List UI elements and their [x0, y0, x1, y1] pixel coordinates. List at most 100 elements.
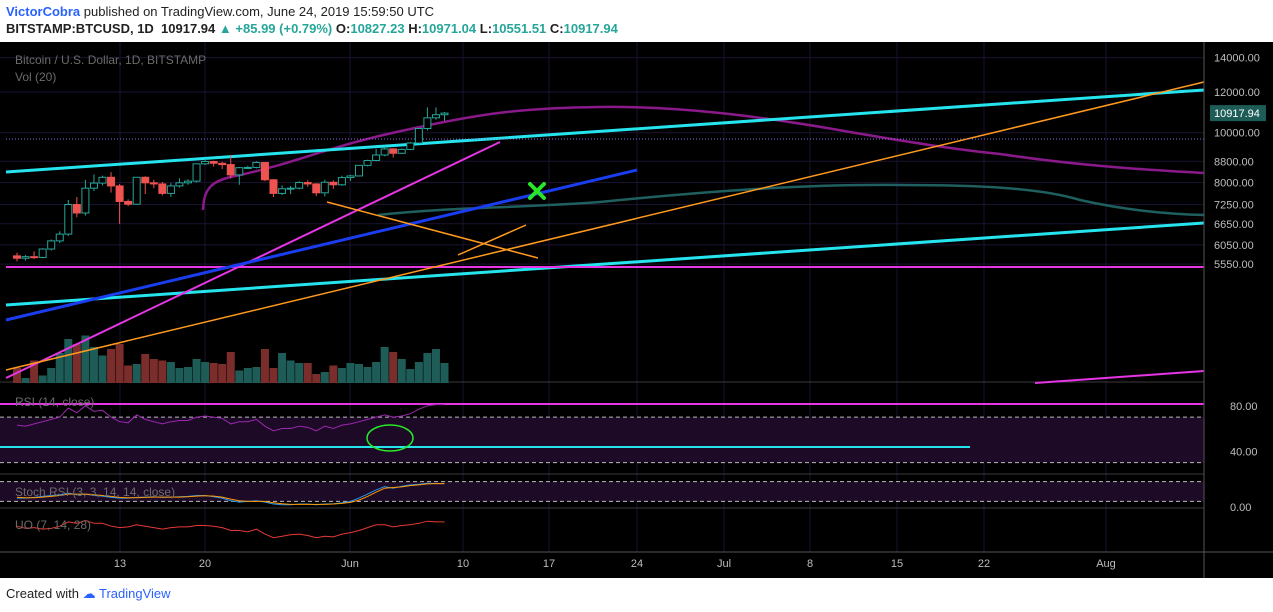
volume-bar: [98, 355, 107, 383]
volume-bar: [329, 365, 338, 383]
time-axis-label: 22: [978, 558, 990, 570]
candle-body: [303, 182, 312, 185]
open-value: 10827.23: [350, 21, 405, 36]
volume-bar: [166, 362, 175, 383]
candle-body: [30, 256, 39, 259]
uo-pane: [16, 519, 445, 539]
volume-bar: [124, 365, 133, 383]
rsi-pane-title: RSI (14, close): [15, 395, 94, 409]
orange-wedge-upper: [326, 201, 539, 259]
candle-body: [414, 128, 423, 144]
candle-body: [252, 162, 261, 168]
volume-bar: [303, 363, 312, 383]
candle-body: [158, 183, 167, 194]
candle-body: [423, 117, 432, 130]
candle-body: [235, 167, 244, 176]
volume-bar: [115, 344, 124, 383]
candle-body: [47, 240, 56, 250]
volume-bar: [218, 364, 227, 383]
time-axis-label: 15: [891, 558, 903, 570]
time-axis-label: Jul: [717, 558, 731, 570]
publish-line: VictorCobra published on TradingView.com…: [6, 4, 434, 19]
axes: 14000.00 12000.00 10000.00 8800.00 8000.00 72…: [0, 42, 1273, 578]
volume-bar: [355, 364, 363, 383]
candle-body: [389, 148, 398, 154]
stoch-d-line: [16, 483, 445, 505]
candle-body: [21, 256, 30, 259]
volume-bars: [13, 335, 449, 383]
volume-bar: [209, 363, 218, 383]
time-axis-label: 20: [199, 558, 211, 570]
candle-body: [295, 182, 304, 189]
stoch-axis-label: 0.00: [1230, 502, 1251, 514]
tradingview-logo-icon: ☁: [82, 586, 96, 601]
candle-body: [397, 148, 406, 154]
author-link[interactable]: VictorCobra: [6, 4, 81, 19]
price-axis-label: 10000.00: [1214, 128, 1260, 140]
rsi-band: [0, 417, 1204, 463]
volume-bar: [175, 368, 184, 383]
volume-bar: [406, 369, 415, 383]
volume-bar: [13, 368, 21, 383]
volume-bar: [72, 344, 81, 383]
volume-bar: [21, 378, 30, 383]
created-with-text: Created with: [6, 586, 79, 601]
rsi-axis-label: 40.00: [1230, 446, 1258, 458]
volume-bar: [235, 370, 244, 383]
volume-bar: [440, 363, 449, 383]
volume-bar: [184, 367, 192, 383]
ma-magenta-lower: [1034, 370, 1205, 384]
cross-marker-icon: [528, 182, 546, 200]
candle-body: [363, 160, 372, 166]
price-axis-label: 6050.00: [1214, 240, 1254, 252]
candle-body: [38, 248, 47, 258]
uo-pane-title: UO (7, 14, 28): [15, 518, 91, 532]
volume-bar: [397, 359, 406, 383]
candle-body: [218, 162, 227, 166]
candle-body: [141, 176, 150, 184]
stoch-band: [0, 481, 1204, 502]
candle-body: [372, 154, 381, 162]
volume-bar: [141, 354, 150, 383]
volume-bar: [337, 368, 346, 383]
time-axis-label: Jun: [341, 558, 359, 570]
candle-body: [124, 200, 133, 205]
candle-body: [278, 188, 287, 194]
price-axis-label: 14000.00: [1214, 53, 1260, 65]
volume-bar: [30, 360, 39, 383]
upper-channel-line: [5, 88, 1205, 174]
volume-bar: [260, 349, 269, 383]
tradingview-link[interactable]: TradingView: [99, 586, 171, 601]
candle-body: [192, 163, 201, 182]
candle-body: [98, 176, 107, 184]
candle-body: [312, 183, 321, 194]
volume-bar: [132, 364, 141, 383]
stoch-pane-title: Stoch RSI (3, 3, 14, 14, close): [15, 485, 175, 499]
candle-body: [89, 182, 98, 189]
candle-body: [320, 181, 329, 194]
time-axis-label: 10: [457, 558, 469, 570]
price-axis-label: 12000.00: [1214, 87, 1260, 99]
candle-body: [329, 181, 338, 186]
rsi-line: [16, 404, 445, 432]
volume-bar: [107, 349, 116, 383]
candle-body: [209, 161, 218, 164]
price-axis-label: 6650.00: [1214, 219, 1254, 231]
volume-bar: [295, 363, 304, 383]
volume-bar: [64, 339, 73, 383]
candle-body: [115, 185, 124, 202]
volume-bar: [389, 352, 398, 383]
published-text: published on TradingView.com, June 24, 2…: [83, 4, 435, 19]
grid-lines: [0, 42, 1204, 552]
volume-bar: [346, 363, 355, 383]
volume-bar: [278, 353, 287, 383]
symbol-line: BITSTAMP:BTCUSD, 1D 10917.94 ▲ +85.99 (+…: [6, 21, 618, 36]
candle-body: [260, 162, 269, 181]
volume-bar: [47, 368, 56, 383]
volume-bar: [243, 368, 252, 383]
candle-body: [243, 166, 252, 169]
chart-canvas[interactable]: 14000.00 12000.00 10000.00 8800.00 8000.00 72…: [0, 42, 1273, 578]
candle-body: [431, 114, 440, 119]
open-label: O:: [335, 21, 351, 36]
last-price: 10917.94: [161, 21, 216, 36]
